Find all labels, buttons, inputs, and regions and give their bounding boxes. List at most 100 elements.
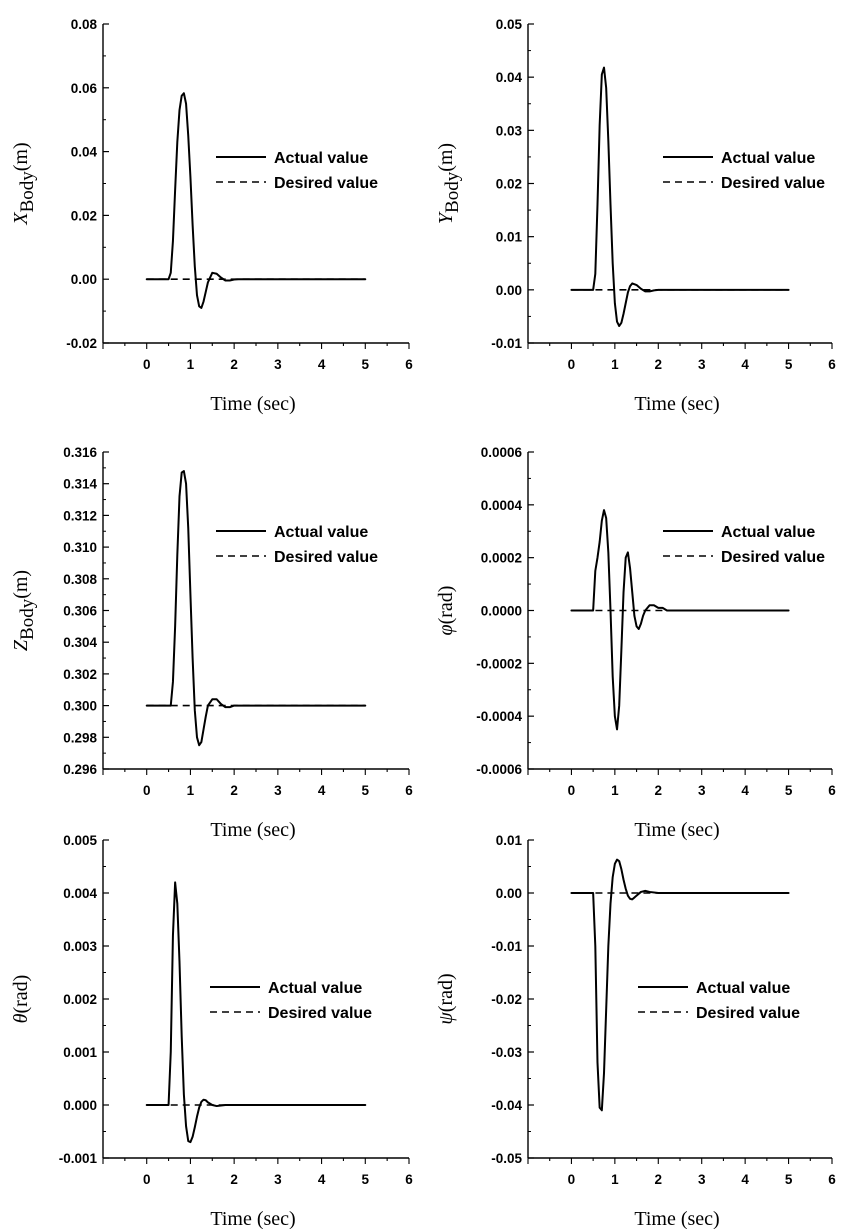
x-axis-label: Time (sec) [634, 1208, 719, 1229]
series-actual-line [145, 470, 367, 747]
x-tick-label: 1 [611, 1172, 619, 1187]
y-tick-label: 0.02 [71, 208, 97, 223]
y-label-symbol: ψ [435, 1012, 457, 1025]
x-tick-label: 2 [655, 357, 663, 372]
y-tick-label: 0.298 [63, 730, 97, 745]
x-tick-label: 5 [785, 1172, 793, 1187]
y-label-unit: (m) [435, 143, 457, 172]
y-axis-label: θ(rad) [10, 975, 32, 1024]
x-tick-label: 3 [274, 783, 282, 798]
series-actual-line [570, 858, 790, 1112]
series-actual-line [145, 92, 367, 309]
y-tick-label: 0.296 [63, 762, 97, 777]
x-tick-label: 1 [611, 357, 619, 372]
y-tick-label: -0.02 [66, 336, 97, 351]
legend-actual-label: Actual value [721, 150, 815, 167]
y-tick-label: -0.0006 [476, 762, 522, 777]
chart-panel-2: -0.01 0.00 0.01 0.02 0.03 0.04 0.05 0 1 2 3 4 5 6 Time… [435, 17, 836, 415]
legend-actual-label: Actual value [721, 524, 815, 541]
x-axis-label: Time (sec) [210, 819, 295, 841]
y-tick-label: 0.0004 [481, 498, 523, 513]
legend-actual-label: Actual value [274, 524, 368, 541]
y-tick-label: 0.312 [63, 508, 97, 523]
y-label-subscript: Body [17, 171, 38, 213]
x-tick-label: 5 [362, 1172, 370, 1187]
y-label-symbol: φ [435, 624, 457, 635]
legend-desired-label: Desired value [274, 175, 378, 192]
x-tick-label: 5 [362, 357, 370, 372]
x-tick-label: 2 [230, 1172, 238, 1187]
series-actual-line [570, 66, 790, 327]
series-actual-line [145, 881, 367, 1144]
y-axis-label: φ(rad) [435, 586, 457, 636]
y-label-unit: (rad) [10, 975, 32, 1014]
y-label-symbol: θ [10, 1013, 32, 1023]
y-tick-label: 0.306 [63, 604, 97, 619]
y-tick-label: 0.00 [496, 283, 522, 298]
y-tick-label: 0.002 [63, 992, 97, 1007]
y-label-symbol: X [10, 212, 32, 226]
legend-desired-label: Desired value [274, 549, 378, 566]
y-axis-label: ψ(rad) [435, 973, 457, 1024]
x-axis-label: Time (sec) [634, 819, 719, 841]
x-tick-label: 6 [828, 357, 836, 372]
x-tick-label: 3 [698, 783, 706, 798]
legend-actual-label: Actual value [274, 150, 368, 167]
x-tick-label: 1 [187, 1172, 195, 1187]
x-tick-label: 2 [655, 1172, 663, 1187]
y-tick-label: -0.03 [491, 1045, 522, 1060]
y-tick-label: 0.302 [63, 667, 97, 682]
y-label-unit: (rad) [435, 973, 457, 1012]
x-axis-label: Time (sec) [210, 1208, 295, 1229]
y-tick-label: 0.08 [71, 17, 98, 32]
x-tick-label: 6 [828, 783, 836, 798]
x-tick-label: 0 [568, 1172, 576, 1187]
y-label-unit: (rad) [435, 586, 457, 625]
x-tick-label: 6 [405, 1172, 413, 1187]
y-tick-label: -0.05 [491, 1151, 522, 1166]
y-tick-label: -0.01 [491, 939, 522, 954]
x-tick-label: 5 [785, 357, 793, 372]
y-tick-label: 0.300 [63, 699, 97, 714]
x-axis-label: Time (sec) [210, 393, 295, 415]
x-tick-label: 2 [230, 357, 238, 372]
x-tick-label: 0 [143, 357, 151, 372]
y-tick-label: 0.02 [496, 177, 522, 192]
y-label-symbol: Y [435, 211, 457, 224]
y-label-subscript: Body [17, 598, 38, 640]
chart-panel-4: -0.0006 -0.0004 -0.0002 0.0000 0.0002 0.0004 0… [435, 445, 836, 841]
y-tick-label: 0.316 [63, 445, 97, 460]
legend-actual-label: Actual value [268, 980, 362, 997]
y-tick-label: 0.00 [496, 886, 522, 901]
x-tick-label: 1 [187, 357, 195, 372]
legend-desired-label: Desired value [721, 175, 825, 192]
y-tick-label: 0.314 [63, 477, 97, 492]
y-tick-label: 0.03 [496, 123, 523, 138]
x-tick-label: 1 [611, 783, 619, 798]
y-tick-label: 0.310 [63, 540, 97, 555]
y-tick-label: 0.0002 [481, 551, 522, 566]
x-tick-label: 3 [274, 357, 282, 372]
y-axis-label: XBody(m) [10, 142, 38, 225]
y-tick-label: 0.004 [63, 886, 97, 901]
legend-desired-label: Desired value [721, 549, 825, 566]
y-tick-label: 0.05 [496, 17, 523, 32]
x-tick-label: 2 [655, 783, 663, 798]
y-label-subscript: Body [442, 171, 463, 213]
x-axis-label: Time (sec) [634, 393, 719, 415]
x-tick-label: 2 [230, 783, 238, 798]
x-tick-label: 1 [187, 783, 195, 798]
x-tick-label: 0 [143, 783, 151, 798]
y-tick-label: 0.000 [63, 1098, 97, 1113]
chart-panel-3: 0.296 0.298 0.300 0.302 0.304 0.306 0.308 0.310… [10, 445, 413, 841]
series-actual-line [570, 509, 790, 731]
x-tick-label: 4 [741, 1172, 749, 1187]
x-tick-label: 3 [698, 357, 706, 372]
y-tick-label: 0.003 [63, 939, 97, 954]
x-tick-label: 5 [362, 783, 370, 798]
x-tick-label: 4 [318, 357, 326, 372]
x-tick-label: 3 [698, 1172, 706, 1187]
y-tick-label: 0.0000 [481, 604, 522, 619]
y-tick-label: -0.0004 [476, 709, 522, 724]
